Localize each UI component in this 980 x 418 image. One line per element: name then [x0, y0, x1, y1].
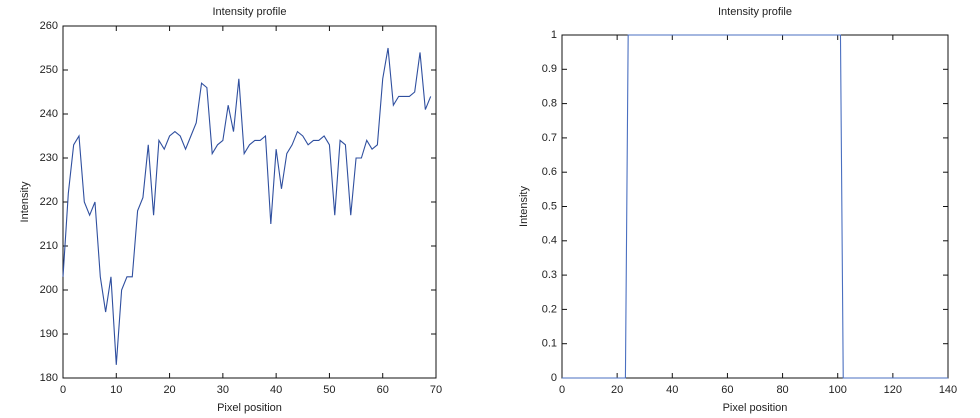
- data-line: [62, 47, 432, 365]
- chart-title: Intensity profile: [718, 6, 792, 18]
- x-tick-label: 20: [163, 384, 175, 396]
- y-tick-label: 0.9: [542, 63, 557, 75]
- y-tick-label: 0.3: [542, 269, 557, 281]
- plot-frame: [561, 34, 949, 379]
- y-tick-label: 0.6: [542, 166, 557, 178]
- y-axis-label: Intensity: [19, 181, 31, 222]
- y-tick-label: 0.5: [542, 200, 557, 212]
- data-line: [562, 34, 948, 379]
- x-tick-label: 40: [270, 384, 282, 396]
- y-tick-label: 0.2: [542, 303, 557, 315]
- y-tick-label: 200: [40, 284, 58, 296]
- y-tick-label: 230: [40, 152, 58, 164]
- x-tick-label: 80: [776, 384, 788, 396]
- x-tick-label: 60: [377, 384, 389, 396]
- y-axis-label: Intensity: [518, 186, 530, 227]
- x-tick-label: 70: [430, 384, 442, 396]
- y-tick-label: 0.8: [542, 98, 557, 110]
- x-tick-label: 30: [217, 384, 229, 396]
- x-tick-label: 10: [110, 384, 122, 396]
- x-tick-label: 0: [60, 384, 66, 396]
- x-tick-label: 40: [666, 384, 678, 396]
- y-tick-label: 190: [40, 328, 58, 340]
- x-tick-label: 100: [829, 384, 847, 396]
- chart-title: Intensity profile: [213, 6, 287, 18]
- x-tick-label: 60: [721, 384, 733, 396]
- y-tick-label: 260: [40, 20, 58, 32]
- y-tick-label: 0: [551, 372, 557, 384]
- x-tick-label: 20: [611, 384, 623, 396]
- x-tick-label: 50: [323, 384, 335, 396]
- y-tick-label: 250: [40, 64, 58, 76]
- y-tick-label: 210: [40, 240, 58, 252]
- x-axis-label: Pixel position: [723, 402, 788, 414]
- x-tick-label: 140: [939, 384, 957, 396]
- y-tick-label: 240: [40, 108, 58, 120]
- y-tick-label: 220: [40, 196, 58, 208]
- x-tick-label: 0: [559, 384, 565, 396]
- y-tick-label: 1: [551, 29, 557, 41]
- y-tick-label: 0.1: [542, 338, 557, 350]
- y-tick-label: 0.7: [542, 132, 557, 144]
- y-tick-label: 0.4: [542, 235, 557, 247]
- x-tick-label: 120: [884, 384, 902, 396]
- x-axis-label: Pixel position: [217, 402, 282, 414]
- y-tick-label: 180: [40, 372, 58, 384]
